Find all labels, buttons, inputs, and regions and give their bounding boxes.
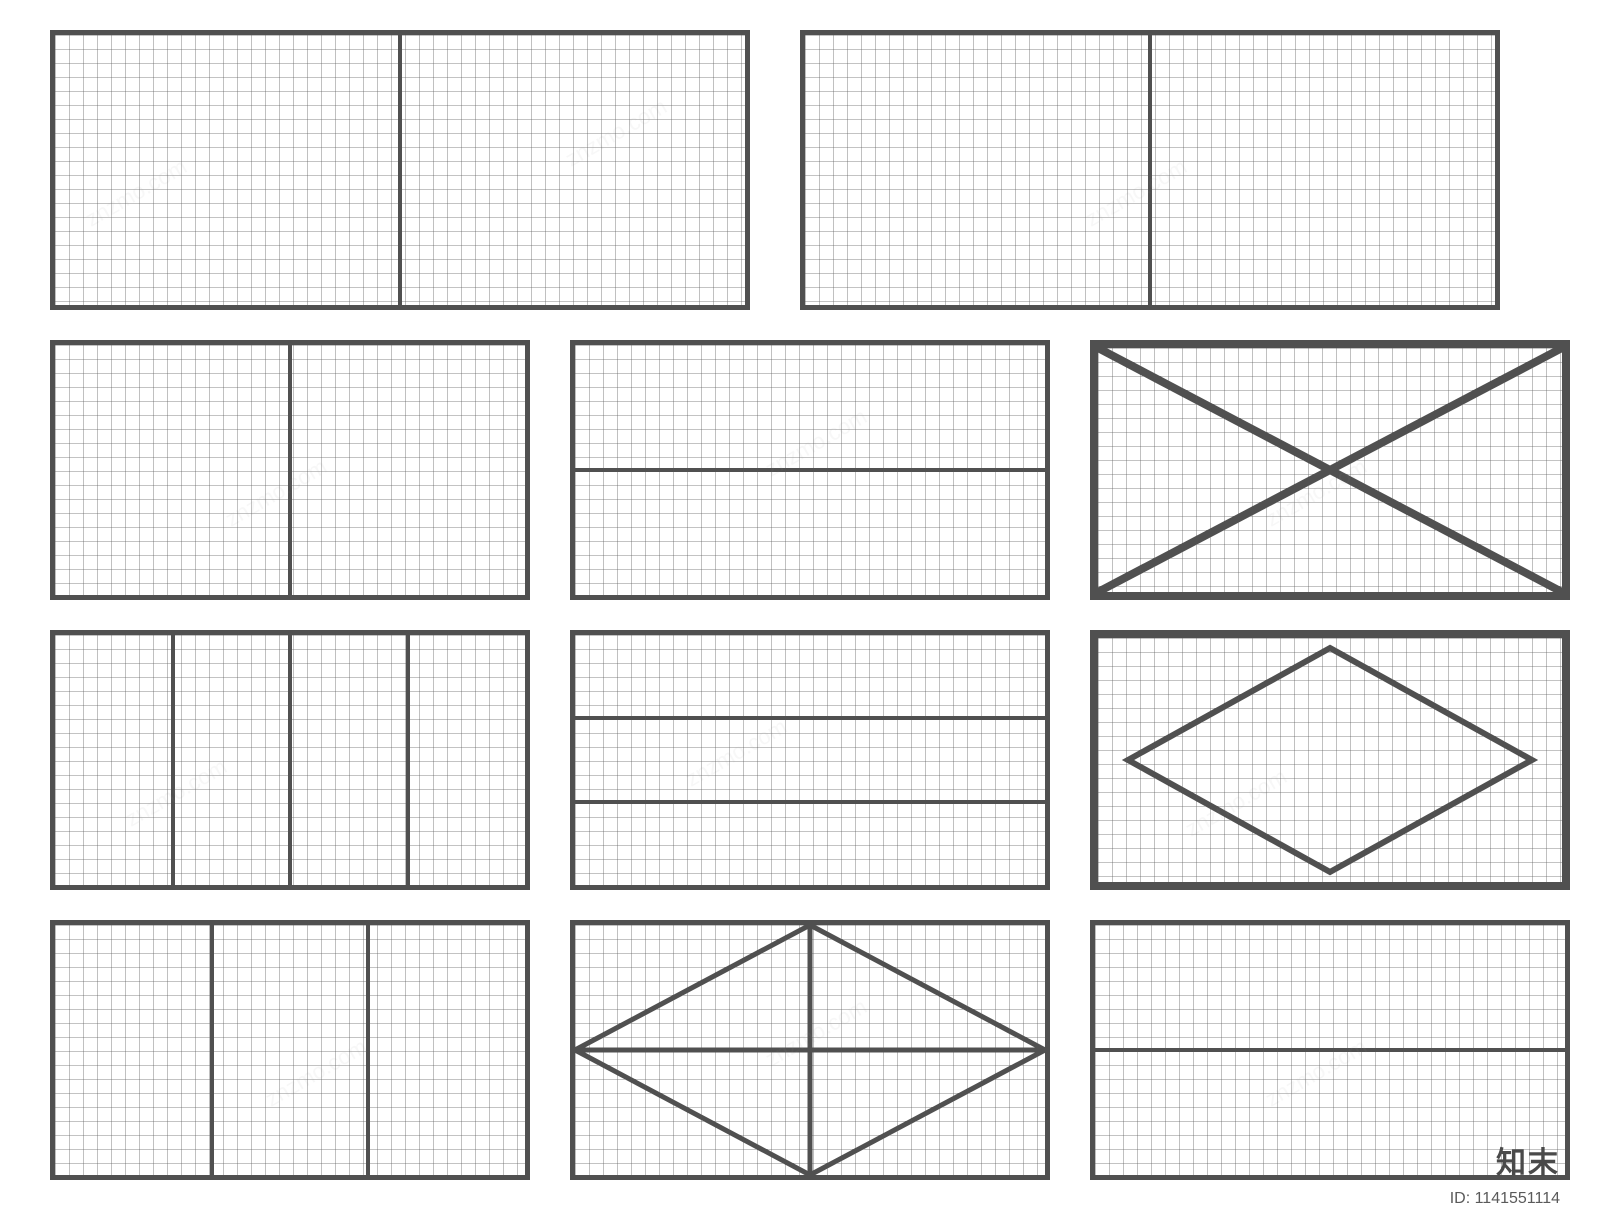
divider (1095, 1048, 1565, 1052)
mesh-panel-r4-a (50, 920, 530, 1180)
mesh-panel-grid: znzmo.comznzmo.comznzmo.comznzmo.comznzm… (0, 0, 1600, 1230)
mesh-panel-r2-c (1090, 340, 1570, 600)
mesh-panel-r3-a (50, 630, 530, 890)
divider (1148, 35, 1152, 305)
mesh-panel-r4-b (570, 920, 1050, 1180)
divider (366, 925, 370, 1175)
divider (575, 468, 1045, 472)
divider (575, 800, 1045, 804)
divider (210, 925, 214, 1175)
mesh-panel-r3-b (570, 630, 1050, 890)
diamond-overlay (1098, 638, 1562, 882)
diamond-mid-overlay (575, 925, 1045, 1175)
divider (171, 635, 175, 885)
mesh-panel-r3-c (1090, 630, 1570, 890)
watermark-logo: 知末 (1496, 1138, 1560, 1182)
mesh-panel-r1-left (50, 30, 750, 310)
divider (398, 35, 402, 305)
x-cross-overlay (1098, 348, 1562, 592)
divider (575, 716, 1045, 720)
mesh-panel-r1-right (800, 30, 1500, 310)
divider (288, 635, 292, 885)
mesh-panel-r2-b (570, 340, 1050, 600)
divider (406, 635, 410, 885)
mesh-fill (575, 635, 1045, 885)
watermark-id: ID: 1141551114 (1450, 1190, 1560, 1208)
divider (288, 345, 292, 595)
mesh-panel-r2-a (50, 340, 530, 600)
mesh-fill (55, 925, 525, 1175)
